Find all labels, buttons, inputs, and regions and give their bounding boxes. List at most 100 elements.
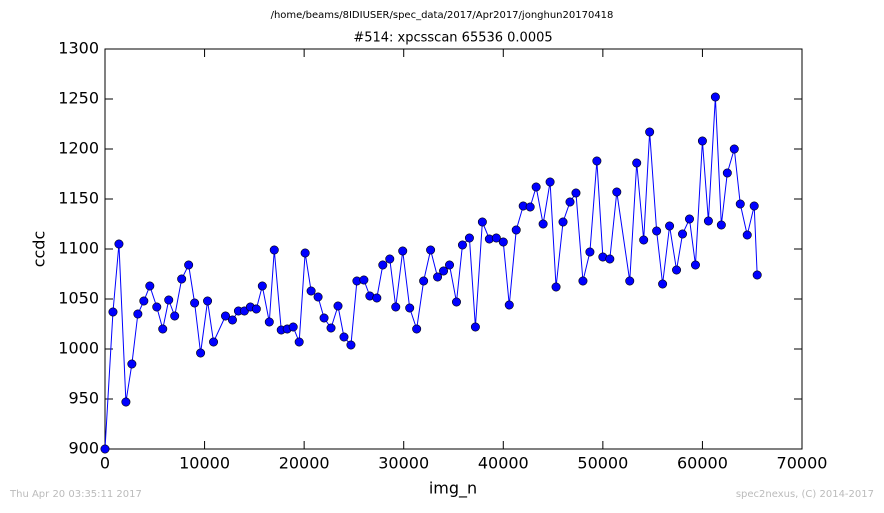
y-tick-label: 1300 xyxy=(58,39,99,58)
x-tick-label: 20000 xyxy=(279,454,330,473)
data-point xyxy=(477,217,487,227)
data-point xyxy=(565,197,575,207)
y-axis-label: ccdc xyxy=(30,231,49,268)
data-point xyxy=(498,237,508,247)
data-point xyxy=(398,246,408,256)
data-point xyxy=(690,260,700,270)
data-point xyxy=(652,226,662,236)
data-point xyxy=(445,260,455,270)
data-point xyxy=(257,281,267,291)
data-point xyxy=(391,302,401,312)
data-point xyxy=(203,296,213,306)
data-point xyxy=(133,309,143,319)
x-axis-label: img_n xyxy=(429,479,477,499)
x-tick-label: 30000 xyxy=(378,454,429,473)
data-point xyxy=(684,214,694,224)
data-point xyxy=(426,245,436,255)
data-point xyxy=(672,265,682,275)
data-point xyxy=(108,307,118,317)
data-point xyxy=(220,311,230,321)
data-point xyxy=(419,276,429,286)
data-point xyxy=(227,315,237,325)
y-tick-label: 900 xyxy=(68,439,99,458)
data-point xyxy=(100,444,110,454)
data-point xyxy=(164,295,174,305)
data-point xyxy=(735,199,745,209)
data-point xyxy=(605,254,615,264)
data-point xyxy=(378,260,388,270)
suptitle: /home/beams/8IDIUSER/spec_data/2017/Apr2… xyxy=(271,10,614,21)
data-point xyxy=(558,217,568,227)
data-point xyxy=(752,270,762,280)
y-tick-label: 1200 xyxy=(58,139,99,158)
data-point xyxy=(511,225,521,235)
data-point xyxy=(139,296,149,306)
data-point xyxy=(145,281,155,291)
data-point xyxy=(464,233,474,243)
data-point xyxy=(451,297,461,307)
data-point xyxy=(571,188,581,198)
data-point xyxy=(545,177,555,187)
data-point xyxy=(697,136,707,146)
data-point xyxy=(385,254,395,264)
data-point xyxy=(433,272,443,282)
data-point xyxy=(306,286,316,296)
data-point xyxy=(612,187,622,197)
data-point xyxy=(578,276,588,286)
y-tick-label: 1150 xyxy=(58,189,99,208)
x-tick-label: 0 xyxy=(100,454,110,473)
data-point xyxy=(716,220,726,230)
data-point xyxy=(114,239,124,249)
data-point xyxy=(300,248,310,258)
data-point xyxy=(470,322,480,332)
y-tick-label: 1250 xyxy=(58,89,99,108)
x-tick-label: 10000 xyxy=(179,454,230,473)
x-tick-label: 70000 xyxy=(777,454,828,473)
y-tick-label: 1050 xyxy=(58,289,99,308)
data-point xyxy=(678,229,688,239)
data-point xyxy=(152,302,162,312)
y-tick-label: 950 xyxy=(68,389,99,408)
series-line xyxy=(104,96,758,450)
data-point xyxy=(319,313,329,323)
data-point xyxy=(326,323,336,333)
data-point xyxy=(504,300,514,310)
data-point xyxy=(177,274,187,284)
x-tick-label: 60000 xyxy=(677,454,728,473)
data-point xyxy=(339,332,349,342)
data-point xyxy=(196,348,206,358)
data-point xyxy=(359,275,369,285)
data-point xyxy=(251,304,261,314)
data-point xyxy=(457,240,467,250)
plot-frame xyxy=(104,48,803,450)
data-point xyxy=(372,293,382,303)
data-point xyxy=(170,311,180,321)
data-point xyxy=(551,282,561,292)
data-point xyxy=(722,168,732,178)
footer-right: spec2nexus, (C) 2014-2017 xyxy=(736,489,874,500)
footer-left: Thu Apr 20 03:35:11 2017 xyxy=(9,489,142,500)
data-point xyxy=(531,182,541,192)
data-point xyxy=(333,301,343,311)
data-point xyxy=(158,324,168,334)
data-point xyxy=(645,127,655,137)
data-point xyxy=(592,156,602,166)
data-point xyxy=(665,221,675,231)
data-point xyxy=(346,340,356,350)
y-tick-label: 1100 xyxy=(58,239,99,258)
x-tick-label: 40000 xyxy=(478,454,529,473)
data-point xyxy=(294,337,304,347)
data-point xyxy=(121,397,131,407)
data-point xyxy=(710,92,720,102)
data-point xyxy=(632,158,642,168)
data-point xyxy=(742,230,752,240)
data-point xyxy=(525,202,535,212)
x-tick-label: 50000 xyxy=(577,454,628,473)
data-point xyxy=(269,245,279,255)
data-point xyxy=(639,235,649,245)
data-point xyxy=(313,292,323,302)
data-point xyxy=(729,144,739,154)
data-point xyxy=(127,359,137,369)
data-point xyxy=(412,324,422,334)
